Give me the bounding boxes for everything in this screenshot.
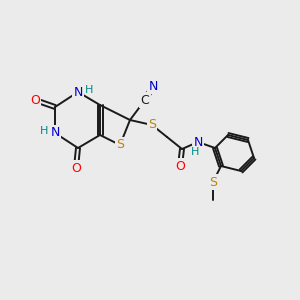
Text: N: N xyxy=(73,85,83,98)
Text: O: O xyxy=(71,161,81,175)
Text: S: S xyxy=(209,176,217,188)
Text: H: H xyxy=(40,126,48,136)
Text: N: N xyxy=(148,80,158,92)
Text: S: S xyxy=(148,118,156,131)
Text: C: C xyxy=(141,94,149,106)
Text: H: H xyxy=(191,147,199,157)
Text: O: O xyxy=(30,94,40,106)
Text: N: N xyxy=(193,136,203,148)
Text: H: H xyxy=(85,85,93,95)
Text: S: S xyxy=(116,139,124,152)
Text: O: O xyxy=(175,160,185,172)
Text: N: N xyxy=(50,127,60,140)
